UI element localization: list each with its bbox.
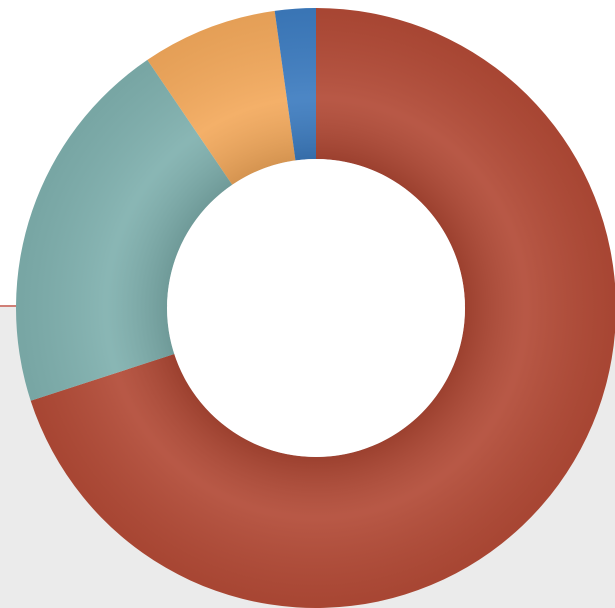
donut-hole <box>167 159 465 457</box>
page: (() => { const data = JSON.parse(documen… <box>0 0 615 608</box>
chart <box>0 0 615 608</box>
